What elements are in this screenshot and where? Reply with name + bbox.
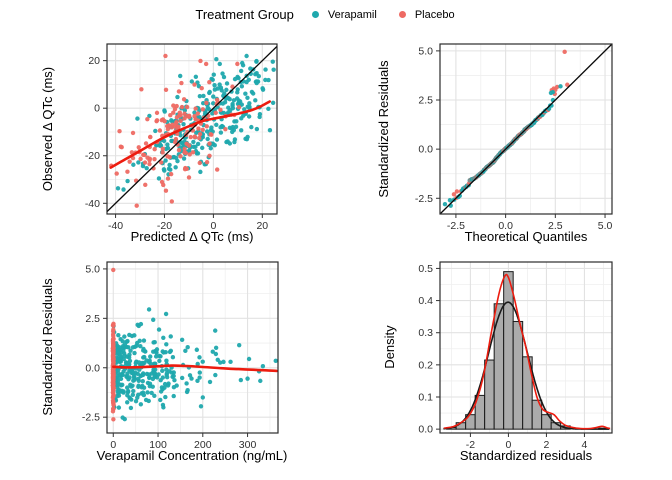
data-points <box>110 267 278 422</box>
y-tick-label: -2.5 <box>415 193 433 205</box>
x-tick-label: 20 <box>256 220 268 232</box>
x-tick-label: 0.0 <box>498 220 513 232</box>
loess-smooth-line <box>109 100 271 169</box>
legend-item-placebo: Placebo <box>398 8 455 21</box>
x-axis-title: Standardized residuals <box>460 448 593 463</box>
y-tick-label: 0.3 <box>418 327 433 339</box>
residuals-vs-concentration-plot: 0 100 200 300 -2.5 0.0 2.5 5.0 Verapamil Concen… <box>40 261 288 463</box>
verapamil-dot-icon <box>311 11 319 18</box>
y-axis-title: Standardized Residuals <box>376 60 391 198</box>
x-tick-label: 300 <box>239 439 257 451</box>
panel-residual-histogram: -2 0 2 4 0.0 0.1 0.2 0.3 0.4 0.5 Standardized res… <box>350 252 650 472</box>
placebo-dot-icon <box>398 11 406 18</box>
residual-histogram-plot: -2 0 2 4 0.0 0.1 0.2 0.3 0.4 0.5 Standardized res… <box>382 261 613 463</box>
x-tick-label: -2.5 <box>447 220 465 232</box>
legend-title: Treatment Group <box>195 7 294 22</box>
legend-item-verapamil: Verapamil <box>311 8 377 21</box>
y-tick-label: -20 <box>85 150 100 162</box>
y-tick-label: 0.1 <box>418 392 433 404</box>
y-tick-label: 0.4 <box>418 295 433 307</box>
identity-line <box>439 43 613 215</box>
legend-label-placebo: Placebo <box>414 8 455 21</box>
panel-border <box>439 261 613 434</box>
axis-ticks: -2.5 0.0 2.5 5.0 -2.5 0.0 2.5 5.0 <box>415 45 613 232</box>
gridlines <box>440 44 612 214</box>
y-tick-label: -40 <box>85 198 100 210</box>
legend: Treatment Group Verapamil Placebo <box>0 7 672 22</box>
x-tick-label: 200 <box>194 439 212 451</box>
y-tick-label: 5.0 <box>85 263 100 275</box>
qq-plot: -2.5 0.0 2.5 5.0 -2.5 0.0 2.5 5.0 Theoretical Q… <box>376 43 613 244</box>
plot-area: 0 100 200 300 -2.5 0.0 2.5 5.0 <box>82 261 279 451</box>
y-axis-title: Density <box>382 325 397 369</box>
y-tick-label: 0.2 <box>418 359 433 371</box>
y-tick-label: 2.5 <box>85 313 100 325</box>
x-tick-label: 5.0 <box>598 220 613 232</box>
x-tick-label: 100 <box>149 439 167 451</box>
x-tick-label: -20 <box>157 220 172 232</box>
y-tick-label: 0.0 <box>418 424 433 436</box>
y-tick-label: 20 <box>88 55 100 67</box>
loess-smooth-line <box>112 364 278 373</box>
y-axis-title: Standardized Residuals <box>40 278 55 416</box>
identity-line <box>106 45 278 213</box>
gridlines <box>107 262 278 433</box>
y-tick-label: 0.5 <box>418 263 433 275</box>
y-tick-label: 0.0 <box>418 144 433 156</box>
x-tick-label: 0 <box>210 220 216 232</box>
x-tick-label: 0 <box>110 439 116 451</box>
y-tick-label: 5.0 <box>418 45 433 57</box>
y-tick-label: 0 <box>94 103 100 115</box>
axis-ticks: -2 0 2 4 0.0 0.1 0.2 0.3 0.4 0.5 <box>418 263 587 451</box>
plot-area: -2 0 2 4 0.0 0.1 0.2 0.3 0.4 0.5 <box>418 261 613 451</box>
panel-qq-plot: -2.5 0.0 2.5 5.0 -2.5 0.0 2.5 5.0 Theoretical Q… <box>350 34 650 254</box>
x-tick-label: 2.5 <box>548 220 563 232</box>
panel-border <box>439 43 613 215</box>
panel-residuals-vs-concentration: 0 100 200 300 -2.5 0.0 2.5 5.0 Verapamil Concen… <box>20 252 320 472</box>
axis-ticks: -40 -20 0 20 -40 -20 0 20 <box>85 55 269 232</box>
plot-area: -40 -20 0 20 -40 -20 0 20 <box>85 43 278 232</box>
x-tick-label: 4 <box>582 439 588 451</box>
y-tick-label: 0.0 <box>85 362 100 374</box>
x-axis-title: Verapamil Concentration (ng/mL) <box>97 448 288 463</box>
y-tick-label: 2.5 <box>418 95 433 107</box>
panel-border <box>106 43 278 215</box>
y-axis-title: Observed Δ QTc (ms) <box>40 67 55 191</box>
histogram-bars <box>446 271 609 430</box>
x-tick-label: -40 <box>108 220 123 232</box>
x-tick-label: 2 <box>544 439 550 451</box>
series-placebo <box>109 58 242 208</box>
x-axis-title: Theoretical Quantiles <box>465 229 588 244</box>
x-tick-label: 0 <box>505 439 511 451</box>
x-axis-title: Predicted Δ QTc (ms) <box>131 229 254 244</box>
gridlines <box>107 44 277 214</box>
y-tick-label: -2.5 <box>82 412 100 424</box>
plot-area: -2.5 0.0 2.5 5.0 -2.5 0.0 2.5 5.0 <box>415 43 613 232</box>
kernel-density-curve <box>443 273 611 430</box>
x-tick-label: -2 <box>466 439 475 451</box>
legend-label-verapamil: Verapamil <box>327 8 377 21</box>
axis-ticks: 0 100 200 300 -2.5 0.0 2.5 5.0 <box>82 263 257 451</box>
panel-border <box>106 261 279 434</box>
series-placebo <box>110 321 116 422</box>
panel-observed-vs-predicted: -40 -20 0 20 -40 -20 0 20 Predicted Δ QTc (ms) … <box>20 34 320 254</box>
